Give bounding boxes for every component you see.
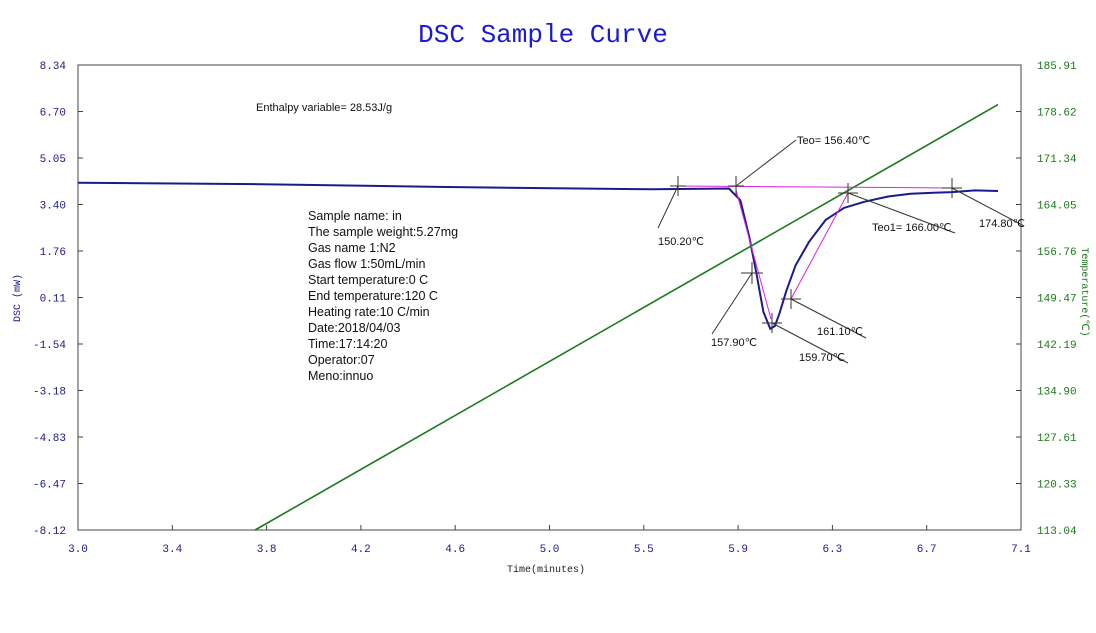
sample-info-block: Sample name: in The sample weight:5.27mg G… [308, 209, 458, 383]
right-tick-label: 113.04 [1037, 526, 1077, 538]
y-axis-right-label: Temperature(℃) [1078, 247, 1090, 336]
t174-label: 174.80℃ [979, 218, 1025, 230]
teo-label: Teo= 156.40℃ [797, 135, 870, 147]
marker-159 [762, 313, 849, 364]
left-tick-label: 6.70 [40, 108, 66, 120]
left-tick-label: -8.12 [33, 526, 66, 538]
x-tick-label: 3.0 [68, 544, 88, 556]
info-line: Sample name: in [308, 209, 402, 223]
x-tick-label: 3.4 [162, 544, 182, 556]
info-line: Date:2018/04/03 [308, 321, 400, 335]
series-layer [77, 103, 999, 531]
marker-174 [942, 178, 1025, 227]
endset-tangent [790, 192, 849, 300]
t161-label: 161.10℃ [817, 326, 863, 338]
x-axis-label: Time(minutes) [507, 564, 585, 576]
info-line: Gas flow 1:50mL/min [308, 257, 425, 271]
left-tick-label: -6.47 [33, 480, 66, 492]
left-tick-label: 3.40 [40, 201, 66, 213]
tangent-construction [657, 139, 1025, 364]
x-tick-label: 6.7 [917, 544, 937, 556]
x-tick-label: 3.8 [257, 544, 277, 556]
x-axis-ticks: 3.0 3.4 3.8 4.2 4.6 5.0 5.5 5.9 6.3 6.7 7.1 [68, 525, 1031, 556]
x-tick-label: 5.9 [728, 544, 748, 556]
right-tick-label: 164.05 [1037, 201, 1077, 213]
right-axis-ticks: 185.91 178.62 171.34 164.05 156.76 149.47 142.… [1016, 61, 1077, 538]
right-tick-label: 120.33 [1037, 480, 1077, 492]
onset-tangent [735, 189, 772, 320]
baseline-tangent [677, 185, 953, 189]
y-axis-left-label: DSC (mW) [12, 274, 24, 322]
info-line: Gas name 1:N2 [308, 241, 396, 255]
right-tick-label: 171.34 [1037, 154, 1077, 166]
left-tick-label: 0.11 [40, 294, 67, 306]
teo1-label: Teo1= 166.00℃ [872, 222, 951, 234]
info-line: End temperature:120 C [308, 289, 438, 303]
info-line: Start temperature:0 C [308, 273, 428, 287]
x-tick-label: 7.1 [1011, 544, 1031, 556]
right-tick-label: 142.19 [1037, 340, 1077, 352]
x-tick-label: 5.5 [634, 544, 654, 556]
x-tick-label: 4.6 [445, 544, 465, 556]
right-tick-label: 127.61 [1037, 433, 1077, 445]
marker-teo1 [838, 183, 956, 234]
right-tick-label: 185.91 [1037, 61, 1077, 73]
left-tick-label: 1.76 [40, 247, 66, 259]
info-line: Operator:07 [308, 353, 375, 367]
left-tick-label: -1.54 [33, 340, 66, 352]
left-axis-ticks: 8.34 6.70 5.05 3.40 1.76 0.11 -1.54 -3.18 -4.83 -… [33, 61, 83, 538]
series-line-temperature [254, 103, 999, 531]
marker-150 [657, 176, 686, 229]
plot-frame [77, 64, 1022, 531]
info-line: Time:17:14:20 [308, 337, 387, 351]
left-tick-label: -3.18 [33, 387, 66, 399]
x-tick-label: 4.2 [351, 544, 371, 556]
t159-label: 159.70℃ [799, 352, 845, 364]
series-line-dsc [77, 181, 999, 330]
x-tick-label: 5.0 [540, 544, 560, 556]
chart-title: DSC Sample Curve [418, 20, 668, 50]
info-line: The sample weight:5.27mg [308, 225, 458, 239]
info-line: Meno:innuo [308, 369, 373, 383]
enthalpy-label: Enthalpy variable= 28.53J/g [256, 102, 392, 114]
right-tick-label: 134.90 [1037, 387, 1077, 399]
marker-161 [781, 289, 867, 339]
x-tick-label: 6.3 [822, 544, 842, 556]
left-tick-label: 5.05 [40, 154, 66, 166]
right-tick-label: 149.47 [1037, 294, 1077, 306]
right-tick-label: 156.76 [1037, 247, 1077, 259]
t150-label: 150.20℃ [658, 236, 704, 248]
info-line: Heating rate:10 C/min [308, 305, 430, 319]
marker-157 [711, 262, 763, 335]
right-tick-label: 178.62 [1037, 108, 1077, 120]
left-tick-label: 8.34 [40, 61, 67, 73]
left-tick-label: -4.83 [33, 433, 66, 445]
t157-label: 157.90℃ [711, 337, 757, 349]
marker-teo [728, 139, 797, 196]
